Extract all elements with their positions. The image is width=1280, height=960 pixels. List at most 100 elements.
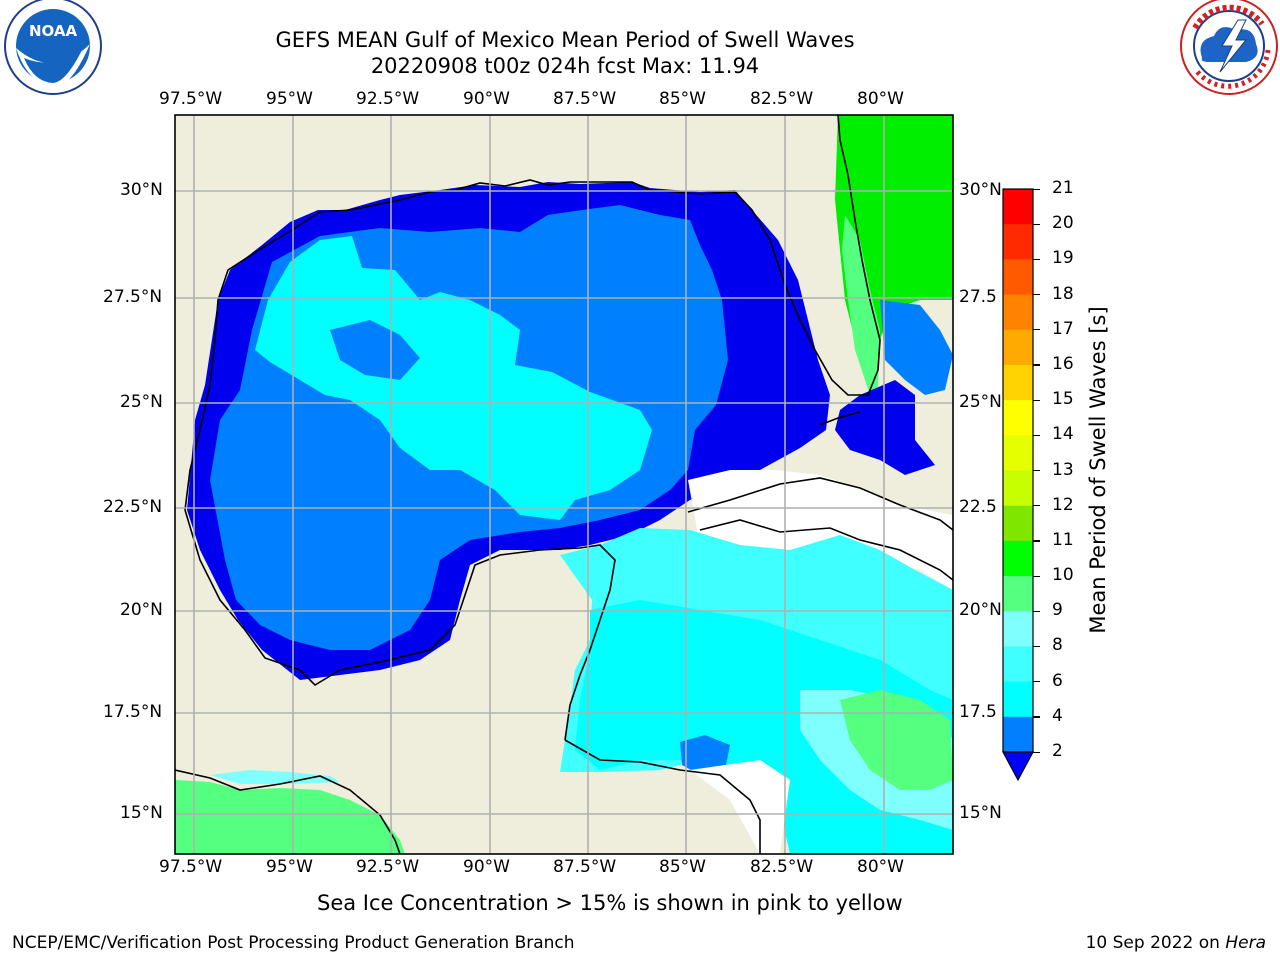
noaa-logo: NOAA	[4, 0, 102, 95]
central-america-coastline	[175, 769, 401, 854]
colorbar-tick-mark	[1033, 364, 1040, 366]
lon-tick-top: 85°W	[659, 89, 706, 109]
footer-date: 10 Sep 2022 on Hera	[1086, 933, 1266, 953]
lat-tick-left: 17.5°N	[103, 702, 163, 722]
lat-tick-right: 30°N	[959, 180, 1002, 200]
noaa-logo-text: NOAA	[29, 22, 78, 40]
colorbar-cell	[1003, 224, 1033, 260]
caribbean-2to4-patch	[680, 735, 730, 775]
colorbar-tick-mark	[1033, 294, 1040, 296]
colorbar-tick-mark	[1033, 399, 1040, 401]
colorbar-tick-mark	[1033, 610, 1040, 612]
colorbar-cell	[1003, 716, 1033, 753]
colorbar-tick-label: 20	[1052, 213, 1074, 234]
colorbar-tick-label: 8	[1052, 635, 1063, 656]
colorbar-tick-label: 21	[1052, 178, 1074, 198]
lon-tick-bottom: 85°W	[659, 857, 706, 877]
lat-tick-right: 17.5	[959, 702, 997, 722]
lon-tick-bottom: 90°W	[463, 857, 510, 877]
colorbar-cell	[1003, 576, 1033, 612]
gulf-inner-2to4	[330, 320, 420, 380]
lat-tick-left: 22.5°N	[103, 497, 163, 517]
lat-tick-left: 20°N	[120, 600, 163, 620]
lon-tick-top: 87.5°W	[553, 89, 617, 109]
lat-tick-right: 25°N	[959, 392, 1002, 412]
colorbar-tick-label: 12	[1052, 494, 1074, 515]
gulf-4to6-region	[255, 236, 652, 520]
colorbar-tick-label: 4	[1052, 705, 1063, 726]
colorbar-cell	[1003, 470, 1033, 507]
colorbar-tick-mark	[1033, 681, 1040, 683]
colorbar-tick-label: 11	[1052, 529, 1074, 550]
lat-tick-right: 22.5	[959, 497, 997, 517]
footer-date-text: 10 Sep 2022 on	[1085, 933, 1226, 953]
colorbar-cell	[1003, 505, 1033, 542]
atlantic-9to10-strip	[842, 215, 880, 395]
colorbar-tick-label: 16	[1052, 353, 1074, 374]
colorbar-tick-label: 6	[1052, 670, 1063, 691]
nws-logo	[1180, 0, 1278, 95]
lat-tick-left: 27.5°N	[103, 287, 163, 307]
colorbar-tick-mark	[1033, 470, 1040, 472]
colorbar-tick-mark	[1033, 540, 1040, 542]
colorbar-cell	[1003, 294, 1033, 331]
lon-tick-top: 95°W	[266, 89, 313, 109]
colorbar-tick-label: 13	[1052, 459, 1074, 480]
colorbar-tick-mark	[1033, 716, 1040, 718]
map-frame	[174, 114, 954, 855]
footer-host: Hera	[1225, 933, 1266, 953]
footer-credit: NCEP/EMC/Verification Post Processing Pr…	[12, 933, 575, 953]
lon-tick-bottom: 95°W	[266, 857, 313, 877]
lon-tick-bottom: 80°W	[857, 857, 904, 877]
colorbar-tick-label: 15	[1052, 389, 1074, 410]
lat-tick-right: 27.5	[959, 287, 997, 307]
colorbar-tick-label: 18	[1052, 283, 1074, 304]
lon-tick-bottom: 82.5°W	[750, 857, 814, 877]
bahamas-2to4-patch	[880, 300, 953, 395]
colorbar-tick-mark	[1033, 645, 1040, 648]
colorbar-cell	[1003, 611, 1033, 647]
colorbar-tick-mark	[1033, 258, 1040, 261]
colorbar-label: Mean Period of Swell Waves [s]	[1086, 306, 1110, 634]
pacific-8to9-strip	[210, 770, 340, 784]
lat-tick-right: 15°N	[959, 803, 1002, 823]
colorbar-tick-label: 9	[1052, 600, 1063, 621]
colorbar-cell	[1003, 189, 1033, 225]
cuba-south-coastline	[699, 519, 953, 581]
map-title: GEFS MEAN Gulf of Mexico Mean Period of …	[275, 28, 855, 52]
caribbean-white-patch	[690, 760, 790, 854]
colorbar-tick-mark	[1033, 575, 1040, 577]
colorbar-cell	[1003, 329, 1033, 366]
colorbar-cell	[1003, 400, 1033, 436]
lon-tick-top: 90°W	[463, 89, 510, 109]
colorbar-extend-arrow	[1001, 751, 1035, 782]
colorbar-tick-label: 2	[1052, 741, 1063, 761]
colorbar-tick-mark	[1033, 188, 1040, 190]
lon-tick-top: 97.5°W	[159, 89, 223, 109]
colorbar-cell	[1003, 259, 1033, 296]
honduras-coastline	[564, 739, 761, 854]
lon-tick-top: 80°W	[857, 89, 904, 109]
colorbar-cell	[1003, 646, 1033, 683]
colorbar-tick-mark	[1033, 329, 1040, 331]
lat-tick-left: 25°N	[120, 392, 163, 412]
colorbar-tick-label: 17	[1052, 318, 1074, 339]
cuba-coastline	[687, 477, 953, 531]
colorbar-tick-mark	[1033, 751, 1040, 753]
colorbar-cell	[1003, 435, 1033, 471]
colorbar-tick-label: 10	[1052, 565, 1074, 586]
map-subtitle: 20220908 t00z 024h fcst Max: 11.94	[370, 54, 760, 78]
lon-tick-bottom: 87.5°W	[553, 857, 617, 877]
us-gulf-coastline	[184, 115, 881, 511]
colorbar-tick-label: 14	[1052, 424, 1074, 445]
colorbar	[1001, 188, 1035, 782]
colorbar-cell	[1003, 681, 1033, 718]
florida-keys	[819, 411, 861, 426]
colorbar-tick-label: 19	[1052, 248, 1074, 269]
lon-tick-top: 92.5°W	[356, 89, 420, 109]
colorbar-tick-mark	[1033, 505, 1040, 507]
caribbean-9to10-region	[840, 690, 953, 790]
lat-tick-right: 20°N	[959, 600, 1002, 620]
lon-tick-bottom: 92.5°W	[356, 857, 420, 877]
